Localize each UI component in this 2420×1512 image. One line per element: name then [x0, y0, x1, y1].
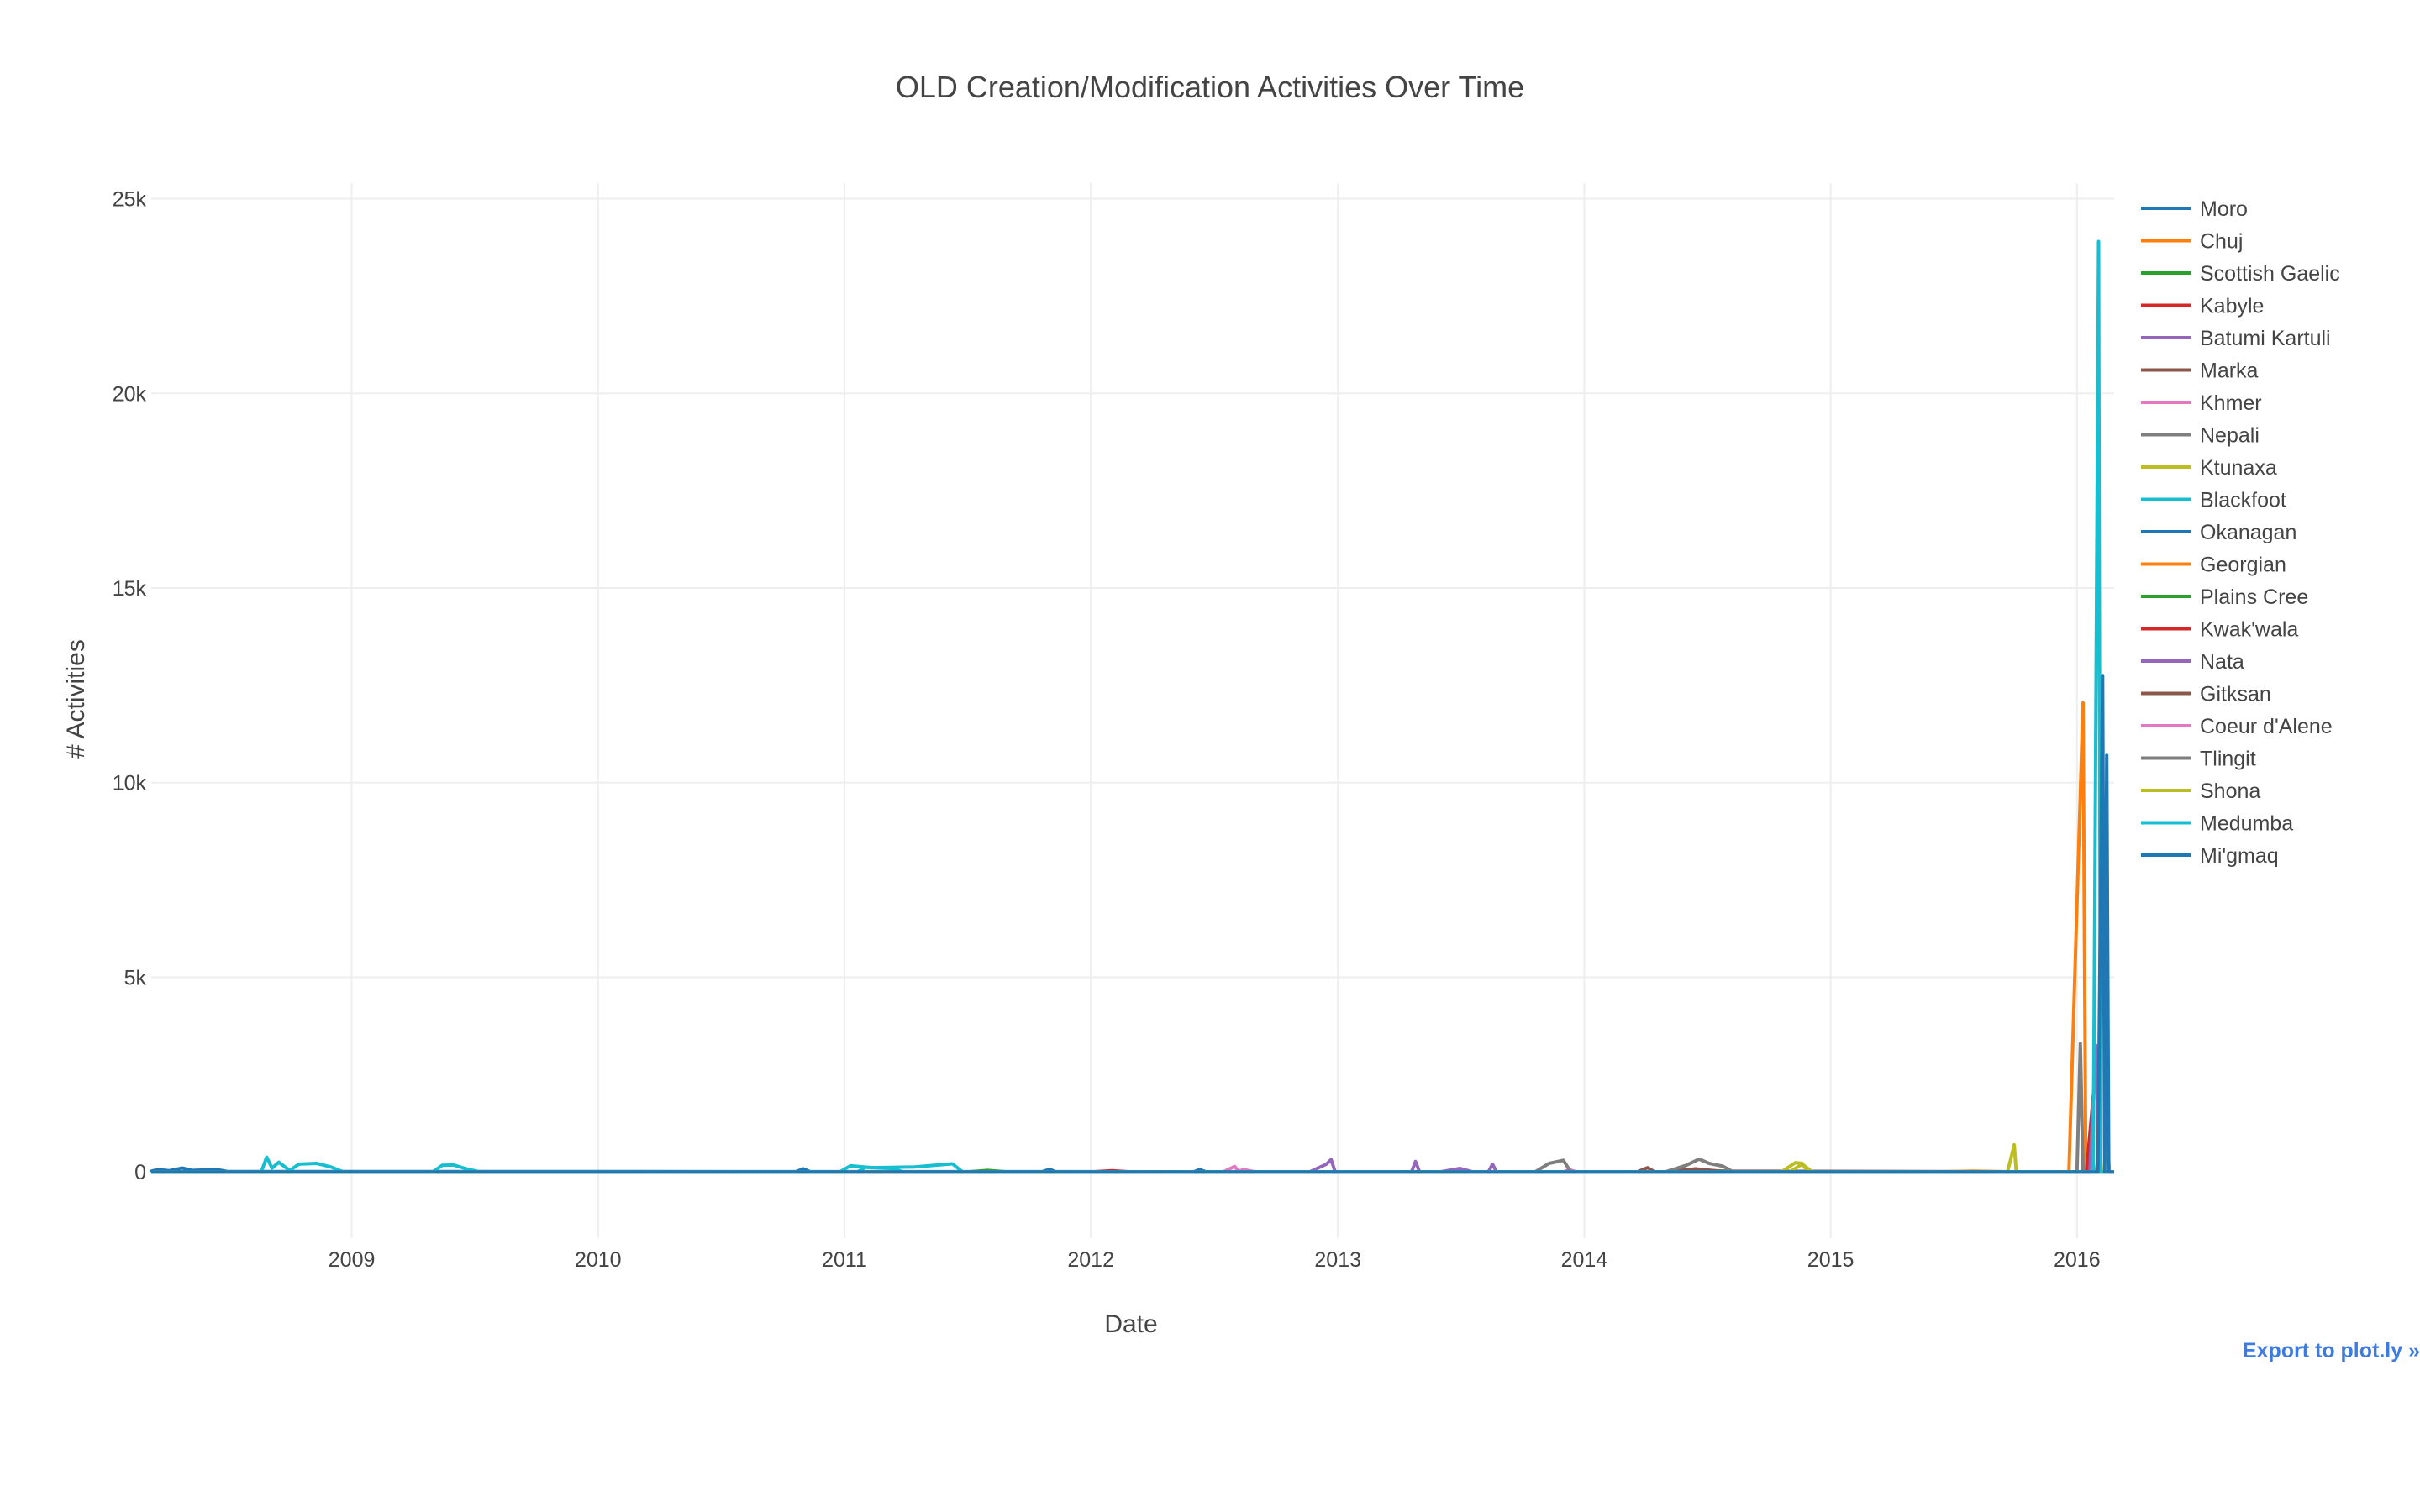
- legend-item[interactable]: Plains Cree: [2141, 585, 2308, 609]
- legend-item[interactable]: Medumba: [2141, 812, 2293, 836]
- legend-label: Kwak'wala: [2200, 618, 2298, 642]
- series-line-4[interactable]: [151, 1043, 2114, 1174]
- legend-item[interactable]: Okanagan: [2141, 521, 2296, 544]
- x-tick-label: 2014: [1561, 1248, 1608, 1272]
- y-tick-label: 10k: [113, 772, 147, 795]
- y-tick-label: 15k: [113, 577, 147, 601]
- legend-item[interactable]: Scottish Gaelic: [2141, 262, 2340, 286]
- axis-ticks: 0 5k 10k 15k 20k 25k 2009 2010 2011 2012 2013 2014 2…: [113, 188, 2101, 1272]
- legend[interactable]: Moro Chuj Scottish Gaelic Kabyle Batumi Kart…: [2141, 197, 2340, 868]
- series-line-1[interactable]: [151, 701, 2114, 1174]
- legend-label: Moro: [2200, 197, 2248, 221]
- x-tick-label: 2010: [575, 1248, 622, 1272]
- legend-label: Medumba: [2200, 812, 2293, 836]
- y-tick-label: 25k: [113, 188, 147, 212]
- legend-item[interactable]: Blackfoot: [2141, 489, 2286, 512]
- series-line-9[interactable]: [151, 239, 2114, 1174]
- plot-area[interactable]: [150, 239, 2115, 1174]
- legend-item[interactable]: Kabyle: [2141, 295, 2264, 318]
- legend-label: Okanagan: [2200, 521, 2296, 544]
- legend-label: Tlingit: [2200, 748, 2256, 771]
- y-tick-label: 20k: [113, 382, 147, 406]
- legend-label: Ktunaxa: [2200, 456, 2277, 480]
- legend-item[interactable]: Gitksan: [2141, 683, 2271, 706]
- legend-label: Khmer: [2200, 391, 2262, 415]
- legend-item[interactable]: Ktunaxa: [2141, 456, 2277, 480]
- legend-label: Marka: [2200, 360, 2259, 383]
- series-line-20[interactable]: [151, 674, 2114, 1174]
- legend-label: Georgian: [2200, 554, 2286, 577]
- y-tick-label: 0: [134, 1161, 146, 1184]
- y-tick-label: 5k: [124, 966, 147, 990]
- legend-item[interactable]: Moro: [2141, 197, 2248, 221]
- legend-label: Mi'gmaq: [2200, 844, 2279, 868]
- legend-item[interactable]: Nepali: [2141, 424, 2260, 448]
- series-line-7[interactable]: [151, 1157, 2114, 1174]
- grid: [151, 183, 2114, 1238]
- legend-item[interactable]: Kwak'wala: [2141, 618, 2298, 642]
- series-line-3[interactable]: [151, 1057, 2114, 1174]
- legend-label: Chuj: [2200, 230, 2243, 254]
- y-axis-title: # Activities: [62, 639, 90, 759]
- export-to-plotly-link[interactable]: Export to plot.ly »: [2242, 1339, 2420, 1362]
- x-tick-label: 2012: [1067, 1248, 1114, 1272]
- legend-label: Scottish Gaelic: [2200, 262, 2340, 286]
- x-tick-label: 2016: [2054, 1248, 2101, 1272]
- legend-label: Gitksan: [2200, 683, 2271, 706]
- legend-item[interactable]: Tlingit: [2141, 748, 2256, 771]
- legend-label: Nepali: [2200, 424, 2260, 448]
- x-tick-label: 2011: [822, 1248, 867, 1272]
- legend-item[interactable]: Marka: [2141, 360, 2259, 383]
- legend-item[interactable]: Batumi Kartuli: [2141, 327, 2331, 350]
- x-tick-label: 2009: [329, 1248, 376, 1272]
- legend-item[interactable]: Coeur d'Alene: [2141, 715, 2333, 738]
- legend-item[interactable]: Nata: [2141, 650, 2244, 674]
- legend-item[interactable]: Chuj: [2141, 230, 2243, 254]
- legend-label: Blackfoot: [2200, 489, 2286, 512]
- legend-label: Plains Cree: [2200, 585, 2308, 609]
- legend-label: Kabyle: [2200, 295, 2264, 318]
- legend-item[interactable]: Khmer: [2141, 391, 2262, 415]
- x-tick-label: 2013: [1314, 1248, 1361, 1272]
- legend-label: Coeur d'Alene: [2200, 715, 2333, 738]
- legend-item[interactable]: Mi'gmaq: [2141, 844, 2279, 868]
- x-axis-title: Date: [1104, 1310, 1157, 1338]
- legend-label: Batumi Kartuli: [2200, 327, 2331, 350]
- x-tick-label: 2015: [1807, 1248, 1854, 1272]
- chart-title: OLD Creation/Modification Activities Ove…: [896, 70, 1524, 104]
- series-line-17[interactable]: [151, 1042, 2114, 1174]
- legend-label: Shona: [2200, 780, 2260, 803]
- legend-item[interactable]: Georgian: [2141, 554, 2286, 577]
- legend-label: Nata: [2200, 650, 2244, 674]
- legend-item[interactable]: Shona: [2141, 780, 2260, 803]
